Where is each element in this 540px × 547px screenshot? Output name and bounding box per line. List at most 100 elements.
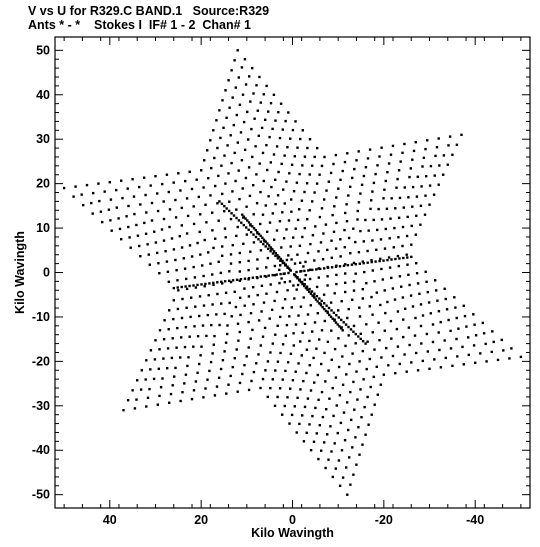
uv-point [396, 177, 399, 181]
uv-point [269, 250, 272, 253]
uv-point [312, 356, 315, 360]
uv-point [425, 280, 428, 283]
uv-point [310, 290, 314, 293]
uv-point [306, 397, 310, 400]
uv-point [261, 377, 265, 381]
y-tick-label: 50 [36, 43, 50, 57]
uv-point [349, 390, 352, 394]
uv-point [401, 296, 405, 299]
uv-point [279, 259, 282, 262]
uv-point [259, 240, 262, 243]
uv-point [323, 319, 326, 323]
uv-point [225, 116, 228, 119]
y-tick-label: -10 [32, 310, 50, 324]
uv-point [230, 161, 233, 165]
uv-point [356, 218, 359, 221]
uv-point [269, 386, 272, 390]
uv-point [244, 83, 248, 86]
uv-point [304, 286, 308, 290]
uv-point [345, 203, 348, 206]
uv-point [148, 263, 151, 266]
uv-point [376, 393, 379, 396]
uv-point [327, 180, 330, 183]
uv-point [205, 334, 208, 338]
uv-point [168, 208, 172, 211]
uv-point [383, 188, 386, 191]
uv-point [72, 195, 75, 198]
uv-point [179, 356, 182, 359]
uv-point [377, 321, 380, 324]
uv-point [247, 295, 251, 298]
uv-point [424, 194, 427, 197]
uv-point [307, 269, 310, 272]
uv-point [209, 360, 213, 364]
uv-point [255, 84, 258, 87]
uv-point [315, 347, 318, 350]
uv-point [309, 242, 312, 246]
uv-point [414, 316, 417, 320]
uv-point [333, 347, 337, 351]
uv-point [335, 404, 338, 407]
uv-point [335, 221, 338, 225]
uv-point [127, 225, 130, 229]
uv-point [263, 239, 266, 243]
uv-point [439, 366, 443, 369]
uv-point [438, 348, 441, 352]
uv-point [400, 285, 403, 288]
uv-point [270, 185, 273, 189]
uv-point [285, 323, 289, 327]
uv-point [139, 203, 142, 206]
uv-point [379, 303, 382, 307]
uv-point [211, 211, 214, 214]
uv-point [224, 341, 228, 344]
uv-point [166, 367, 169, 370]
uv-point [298, 422, 301, 426]
uv-point [275, 229, 279, 232]
uv-point [198, 362, 201, 366]
uv-point [196, 335, 200, 338]
uv-point [308, 423, 311, 426]
uv-point [321, 306, 324, 309]
uv-point [299, 340, 302, 343]
uv-point [180, 206, 183, 210]
uv-point [334, 321, 338, 324]
uv-point [344, 281, 347, 284]
uv-point [259, 101, 262, 104]
uv-point [212, 283, 215, 286]
uv-point [326, 275, 329, 278]
uv-point [136, 379, 139, 382]
uv-point [200, 169, 203, 172]
uv-point [380, 218, 384, 221]
uv-point [274, 333, 277, 336]
uv-point [302, 440, 306, 443]
uv-point [330, 266, 334, 269]
uv-point [422, 156, 426, 159]
uv-point [202, 396, 205, 399]
uv-point [211, 273, 214, 276]
uv-point [262, 93, 265, 96]
uv-point [183, 382, 186, 385]
uv-point [315, 268, 318, 271]
uv-point [394, 372, 397, 375]
uv-point [194, 286, 198, 289]
uv-point [398, 196, 402, 200]
uv-point [185, 287, 189, 291]
uv-point [306, 313, 310, 316]
uv-point [395, 186, 398, 189]
uv-point [368, 305, 371, 308]
uv-point [333, 292, 336, 295]
uv-point [303, 190, 306, 194]
uv-point [419, 223, 422, 226]
uv-point [433, 358, 436, 361]
uv-point [316, 312, 319, 315]
uv-point [278, 281, 281, 285]
uv-point [361, 288, 364, 291]
uv-point [259, 249, 263, 252]
uv-point [168, 225, 171, 229]
uv-point [371, 269, 374, 272]
uv-point [288, 267, 291, 270]
uv-point [291, 379, 295, 382]
uv-point [321, 415, 325, 419]
uv-point [220, 302, 223, 305]
